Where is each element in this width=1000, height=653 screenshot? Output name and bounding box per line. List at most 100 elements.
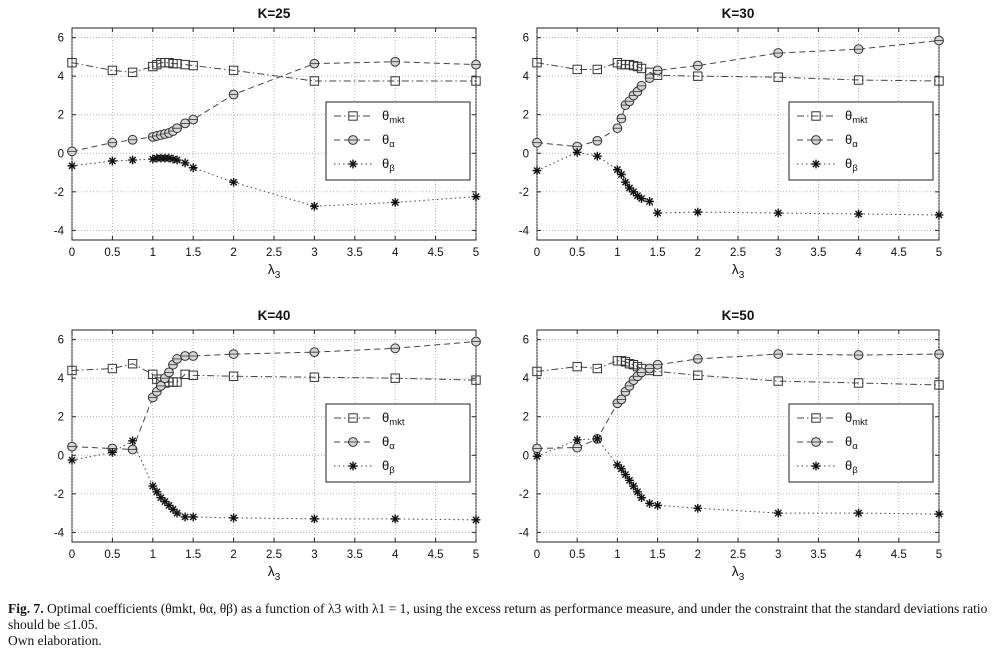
data-point: [155, 380, 166, 391]
data-point: [592, 64, 602, 75]
data-point: [127, 444, 138, 455]
legend-marker: [348, 437, 358, 447]
data-point: [532, 137, 542, 148]
data-point: [180, 118, 191, 129]
series-thetabeta: [532, 147, 944, 220]
data-point: [67, 455, 77, 465]
legend-marker: [811, 135, 821, 145]
legend-label: θα: [382, 434, 395, 452]
legend-marker: [811, 413, 821, 423]
data-point: [773, 349, 784, 359]
data-point: [692, 354, 703, 364]
series-thetaalpha: [532, 349, 944, 454]
series-line: [71, 440, 477, 521]
data-point: [653, 500, 662, 510]
data-point: [592, 151, 602, 161]
y-tick-label: -4: [54, 225, 65, 237]
data-point: [617, 170, 626, 179]
data-point: [934, 35, 944, 46]
data-point: [188, 512, 198, 522]
data-point: [773, 508, 783, 518]
x-tick-label: 2: [695, 549, 701, 561]
x-tick-label: 5: [473, 549, 479, 561]
data-point: [773, 48, 784, 58]
data-point: [107, 137, 118, 148]
data-point: [310, 201, 319, 211]
x-tick-label: 2.5: [730, 247, 746, 259]
x-tick-label: 4: [392, 549, 399, 561]
data-point: [613, 460, 622, 470]
data-point: [693, 207, 703, 217]
series-thetamkt: [67, 57, 481, 86]
data-point: [621, 177, 630, 187]
x-tick-label: 1: [614, 549, 620, 561]
data-point: [108, 156, 117, 166]
legend: θmkt θα θβ: [788, 403, 934, 483]
data-point: [107, 65, 118, 76]
chart-panel-k-30: 0 0.5 1 1.5 2 2.5 3 3.5 4 4.5 5-4-20246K=30λ3θmktθ…: [519, 6, 944, 281]
x-tick-label: 4: [392, 247, 399, 259]
series-line: [71, 62, 476, 82]
y-tick-label: -2: [519, 187, 529, 199]
data-point: [645, 197, 654, 206]
data-point: [616, 394, 627, 405]
data-point: [773, 208, 783, 218]
x-tick-label: 2.5: [266, 247, 282, 259]
data-point: [532, 443, 542, 454]
x-tick-label: 4: [855, 247, 862, 259]
legend-item-thetaalpha: θα: [334, 434, 395, 452]
x-tick-label: 5: [936, 247, 942, 259]
y-tick-label: 6: [523, 335, 529, 347]
data-point: [188, 114, 199, 125]
data-point: [188, 370, 198, 380]
x-tick-label: 1.5: [650, 247, 666, 259]
legend-label: θα: [382, 132, 395, 150]
data-point: [934, 210, 944, 220]
data-point: [572, 442, 583, 453]
x-axis-label: λ3: [732, 563, 745, 583]
x-tick-label: 2.5: [730, 549, 746, 561]
y-tick-label: 0: [523, 450, 529, 462]
data-point: [532, 451, 542, 461]
data-point: [229, 177, 238, 187]
data-point: [644, 73, 655, 84]
x-tick-label: 1: [150, 549, 156, 561]
data-point: [127, 67, 138, 78]
chart-title: K=25: [258, 6, 291, 21]
y-tick-label: 0: [58, 148, 64, 160]
data-point: [854, 209, 863, 219]
x-tick-label: 2: [695, 247, 701, 259]
data-point: [128, 155, 137, 165]
legend-marker: [348, 461, 358, 471]
x-tick-label: 1.5: [185, 247, 201, 259]
y-tick-label: 4: [58, 373, 65, 385]
x-tick-label: 0.5: [569, 549, 585, 561]
series-line: [536, 360, 940, 386]
x-tick-label: 1: [150, 247, 156, 259]
figure-caption: Fig. 7. Optimal coefficients (θmkt, θα, …: [8, 601, 993, 649]
x-tick-label: 1: [614, 247, 620, 259]
data-point: [629, 481, 638, 491]
data-point: [172, 377, 182, 387]
data-point: [309, 58, 320, 69]
data-point: [152, 487, 162, 497]
data-point: [67, 441, 77, 452]
legend-label: θβ: [382, 458, 395, 476]
legend-label: θα: [845, 434, 858, 452]
data-point: [127, 134, 138, 145]
data-point: [692, 60, 703, 71]
data-point: [128, 436, 137, 446]
x-tick-label: 5: [473, 247, 479, 259]
data-point: [108, 447, 117, 457]
data-point: [168, 504, 178, 514]
data-point: [853, 378, 864, 388]
series-thetabeta: [67, 153, 481, 211]
series-thetabeta: [532, 434, 944, 519]
x-axis-label: λ3: [732, 261, 745, 281]
data-point: [309, 76, 320, 86]
legend-label: θβ: [845, 156, 858, 174]
data-point: [471, 76, 481, 86]
data-point: [471, 192, 481, 202]
data-point: [572, 147, 582, 157]
y-tick-label: 6: [58, 33, 64, 45]
